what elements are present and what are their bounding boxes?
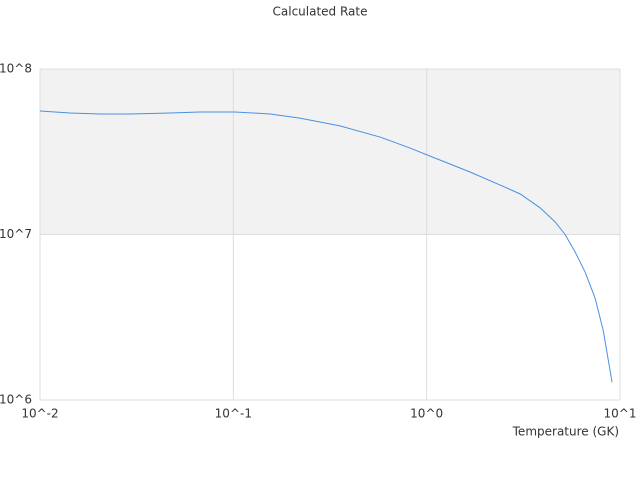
data-line: [39, 110, 613, 383]
chart-title: Calculated Rate: [273, 5, 368, 19]
y-tick-label: 10^6: [0, 393, 32, 407]
y-tick-label: 10^8: [0, 62, 32, 76]
x-axis-label: Temperature (GK): [512, 425, 619, 439]
x-tick-label: 10^0: [410, 407, 443, 421]
x-tick-label: 10^-1: [215, 407, 252, 421]
x-tick-label: 10^-2: [21, 407, 58, 421]
y-tick-label: 10^7: [0, 227, 32, 241]
x-tick-label: 10^1: [604, 407, 637, 421]
plot-band: [40, 69, 620, 235]
